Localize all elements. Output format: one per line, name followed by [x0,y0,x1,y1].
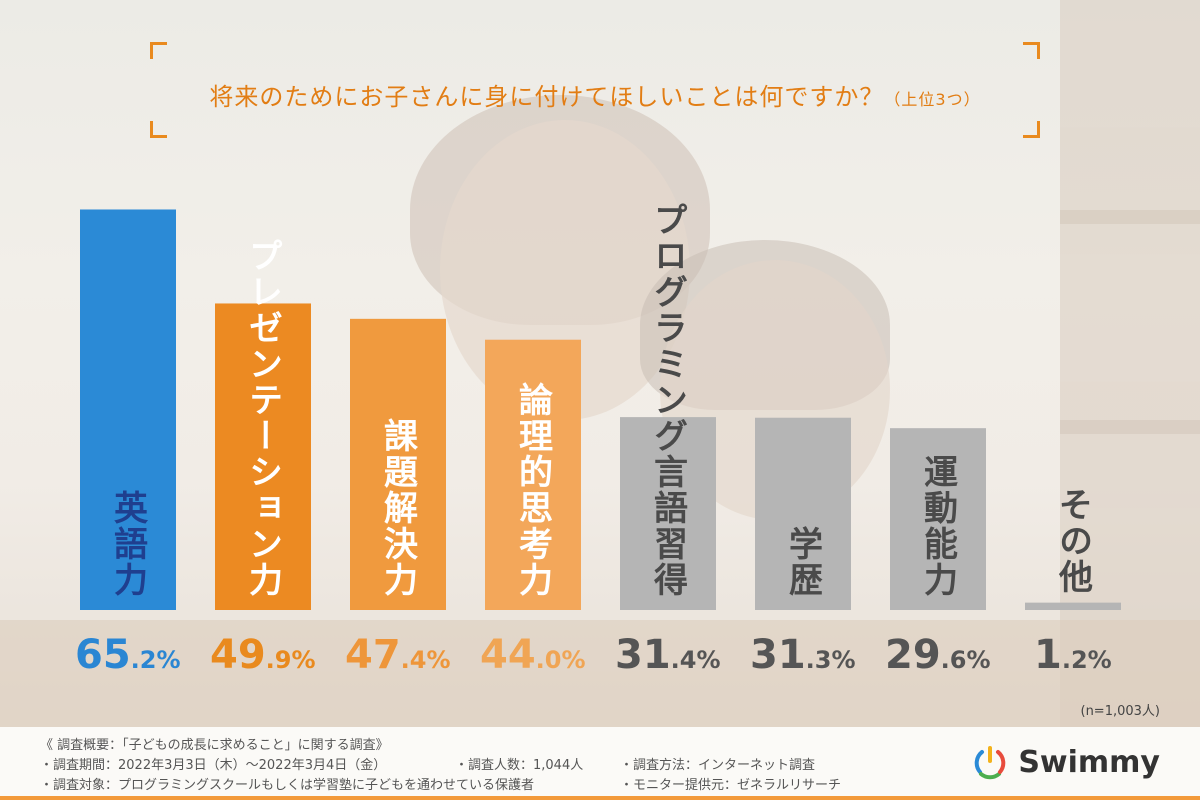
bar-value-label-0: 65.2% [75,632,181,678]
bar-0 [80,209,176,610]
notes-period: ・調査期間：2022年3月3日（木）～2022年3月4日（金） [40,758,387,773]
bar-value-dec-5: .3% [805,646,856,674]
notes-header: 《 調査概要：「子どもの成長に求めること」に関する調査》 [40,738,389,753]
bar-5 [755,417,851,610]
bar-value-label-4: 31.4% [615,632,721,678]
bar-category-label-0: 英語力 [107,490,148,598]
bar-value-int-4: 31 [615,632,671,678]
bar-4 [620,417,716,610]
bar-value-int-3: 44 [480,632,536,678]
bar-value-label-2: 47.4% [345,632,451,678]
bar-value-dec-4: .4% [670,646,721,674]
swimmy-logo: Swimmy [972,744,1160,780]
bar-value-label-6: 29.6% [885,632,991,678]
chart-title-main: 将来のためにお子さんに身に付けてほしいことは何ですか？ [209,83,885,111]
bar-category-label-7: その他 [1052,487,1093,595]
bar-value-dec-7: .2% [1061,646,1112,674]
bar-value-dec-0: .2% [130,646,181,674]
bar-1 [215,303,311,610]
bar-value-int-2: 47 [345,632,401,678]
bar-6 [890,428,986,610]
bar-value-dec-6: .6% [940,646,991,674]
bar-value-int-7: 1 [1034,632,1062,678]
bar-2 [350,318,446,610]
survey-notes-col2: ・調査人数：1,044人 [455,756,583,776]
bar-category-label-5: 学歴 [782,526,823,598]
bar-value-dec-1: .9% [265,646,316,674]
bar-value-label-3: 44.0% [480,632,586,678]
bar-category-label-6: 運動能力 [917,454,958,598]
notes-target: ・調査対象：プログラミングスクールもしくは学習塾に子どもを通わせている保護者 [40,778,535,793]
swimmy-logo-icon [972,744,1008,780]
bar-category-label-2: 課題解決力 [377,418,418,598]
swimmy-logo-text: Swimmy [1018,744,1160,780]
survey-notes: 《 調査概要：「子どもの成長に求めること」に関する調査》 ・調査期間：2022年… [40,736,534,796]
title-frame: 将来のためにお子さんに身に付けてほしいことは何ですか？（上位3つ） [150,42,1040,138]
bar-value-dec-3: .0% [535,646,586,674]
bar-value-label-1: 49.9% [210,632,316,678]
bar-category-label-1: プレゼンテーション力 [242,238,283,598]
notes-method: ・調査方法：インターネット調査 [620,758,816,773]
bar-value-int-0: 65 [75,632,131,678]
bar-7 [1025,602,1121,610]
bar-value-int-5: 31 [750,632,806,678]
notes-provider: ・モニター提供元：ゼネラルリサーチ [620,778,842,793]
notes-count: ・調査人数：1,044人 [455,758,584,773]
bar-value-label-7: 1.2% [1034,632,1112,678]
chart-title-sub: （上位3つ） [884,90,981,109]
bar-category-label-3: 論理的思考力 [512,382,553,598]
chart-title: 将来のためにお子さんに身に付けてほしいことは何ですか？（上位3つ） [150,77,1040,112]
bar-value-label-5: 31.3% [750,632,856,678]
bar-value-dec-2: .4% [400,646,451,674]
survey-notes-col3: ・調査方法：インターネット調査 ・モニター提供元：ゼネラルリサーチ [620,756,841,796]
bar-3 [485,339,581,610]
bar-value-int-6: 29 [885,632,941,678]
sample-size: (n=1,003人) [1080,704,1161,719]
bar-value-int-1: 49 [210,632,266,678]
bar-category-label-4: プログラミング言語習得 [647,202,688,598]
